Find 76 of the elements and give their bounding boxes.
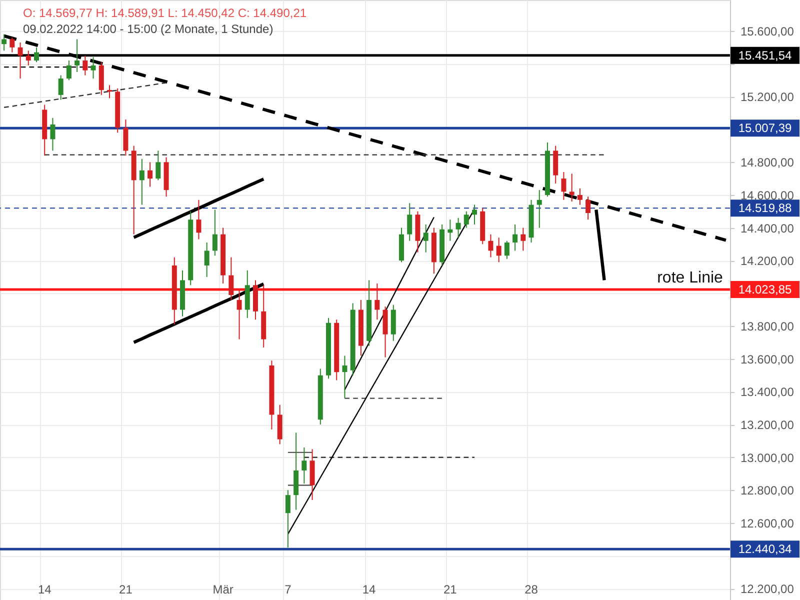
candlestick (569, 173, 574, 202)
candlestick (26, 50, 31, 66)
candlestick (156, 150, 161, 181)
candlestick (139, 158, 144, 206)
x-tick-label: 14 (38, 582, 52, 596)
annotation: rote Linie (657, 269, 724, 286)
candlestick (520, 227, 526, 252)
line-series (132, 282, 266, 344)
candlestick (407, 202, 412, 242)
candlestick (374, 283, 380, 320)
candlestick (423, 224, 428, 253)
candlestick (496, 237, 502, 263)
ref-line-label: 14.519,88 (738, 201, 792, 216)
candlestick (196, 199, 202, 240)
x-tick-label: 21 (119, 582, 133, 596)
text: O: 14.569,77 H: 14.589,91 L: 14.450,42 C: 14.490,21 (23, 6, 307, 20)
candlestick (212, 209, 218, 256)
line-series (3, 82, 167, 108)
candlestick (148, 162, 153, 188)
candlestick (464, 210, 469, 228)
y-tick-label: 14.200,00 (740, 254, 794, 268)
y-tick-label: 15.200,00 (740, 90, 794, 104)
candlestick (536, 190, 542, 228)
candlestick (488, 234, 494, 258)
candlestick (34, 46, 39, 63)
candlestick (448, 219, 453, 242)
y-tick-label: 15.600,00 (740, 24, 794, 38)
line-series (344, 216, 435, 390)
candlestick (50, 117, 56, 152)
line-series (2, 34, 728, 242)
x-tick-label: Mär (212, 582, 234, 596)
y-tick-label: 13.800,00 (740, 320, 794, 334)
y-tick-label: 14.600,00 (740, 188, 794, 202)
x-tick-label: 21 (443, 582, 458, 596)
candlestick (512, 224, 518, 252)
ref-line-label: 15.007,39 (738, 121, 792, 136)
x-tick-label: 28 (524, 582, 538, 596)
x-tick-label: 7 (284, 582, 292, 596)
candlestick (107, 84, 112, 99)
candlestick (90, 56, 96, 80)
candlestick (285, 490, 290, 548)
y-tick-label: 13.400,00 (740, 385, 794, 400)
candlestick (228, 256, 234, 300)
candlestick (82, 55, 88, 76)
y-tick-label: 12.800,00 (740, 484, 794, 498)
candlestick (302, 447, 307, 484)
y-tick-label: 12.600,00 (740, 516, 794, 530)
candlestick (2, 34, 7, 52)
y-tick-label: 13.200,00 (740, 418, 794, 432)
y-tick-label: 13.600,00 (740, 352, 794, 366)
x-tick-label: 14 (362, 582, 376, 596)
ref-line-label: 12.440,34 (738, 542, 792, 556)
candlestick (504, 240, 510, 260)
text: 09.02.2022 14:00 - 15:00 (2 Monate, 1 Stunde) (23, 22, 274, 36)
candlestick (66, 60, 72, 81)
candlestick (123, 119, 128, 156)
ref-line-label: 14.023,85 (738, 282, 792, 296)
candlestick (236, 290, 242, 340)
y-tick-label: 14.800,00 (740, 156, 794, 170)
candlestick (472, 204, 477, 225)
candlestick (204, 242, 210, 278)
line-series (287, 208, 476, 535)
candlestick (456, 217, 461, 238)
ref-line-label: 15.451,54 (738, 48, 792, 62)
candlestick (10, 37, 15, 53)
line-series (132, 177, 266, 240)
candlestick (577, 188, 582, 206)
candlestick (74, 38, 80, 72)
candlestick (342, 355, 348, 399)
y-tick-label: 14.400,00 (740, 221, 794, 236)
y-tick-label: 13.000,00 (740, 450, 794, 465)
candlestick (18, 42, 23, 80)
candlestick (561, 172, 566, 200)
y-tick-label: 12.200,00 (740, 582, 794, 596)
candlestick (586, 196, 591, 220)
candlestick (58, 74, 64, 100)
